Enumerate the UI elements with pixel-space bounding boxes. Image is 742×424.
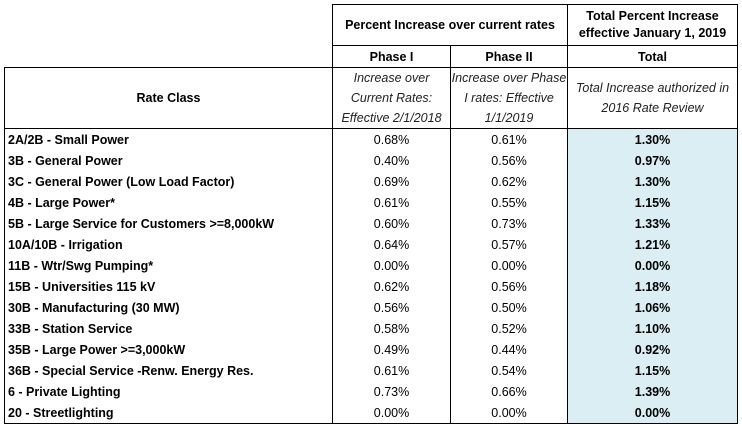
phase-1-cell: 0.61% [332, 360, 451, 381]
rate-class-header: Rate Class [4, 67, 333, 129]
total-cell: 0.92% [567, 339, 738, 360]
rate-class-cell: 5B - Large Service for Customers >=8,000… [4, 213, 333, 234]
percent-increase-header: Percent Increase over current rates [332, 4, 568, 46]
phase-2-cell: 0.66% [450, 381, 568, 402]
phase-2-cell: 0.56% [450, 150, 568, 171]
phase-1-cell: 0.49% [332, 339, 451, 360]
rate-class-cell: 11B - Wtr/Swg Pumping* [4, 255, 333, 276]
phase-2-cell: 0.55% [450, 192, 568, 213]
header-blank-cell [5, 5, 333, 46]
total-cell: 1.30% [567, 128, 738, 150]
phase-1-cell: 0.68% [332, 128, 451, 150]
total-cell: 1.21% [567, 234, 738, 255]
total-description: Total Increase authorized in 2016 Rate R… [567, 67, 738, 129]
phase-1-cell: 0.40% [332, 150, 451, 171]
rate-class-cell: 33B - Station Service [4, 318, 333, 339]
table-row: 33B - Station Service 0.58% 0.52% 1.10% [4, 318, 738, 339]
rate-table-body: Percent Increase over current rates Tota… [4, 4, 738, 424]
phase-1-cell: 0.64% [332, 234, 451, 255]
total-cell: 1.15% [567, 360, 738, 381]
total-cell: 1.30% [567, 171, 738, 192]
phase-2-cell: 0.44% [450, 339, 568, 360]
rate-class-cell: 6 - Private Lighting [4, 381, 333, 402]
rate-class-cell: 10A/10B - Irrigation [4, 234, 333, 255]
phase-2-cell: 0.57% [450, 234, 568, 255]
total-cell: 0.00% [567, 255, 738, 276]
header-row-1: Percent Increase over current rates Tota… [5, 4, 738, 46]
phase-2-cell: 0.54% [450, 360, 568, 381]
header-row-3: Rate Class Increase over Current Rates: … [4, 67, 738, 129]
total-cell: 1.39% [567, 381, 738, 402]
phase-1-cell: 0.56% [332, 297, 451, 318]
rate-class-cell: 2A/2B - Small Power [4, 128, 333, 150]
table-row: 35B - Large Power >=3,000kW 0.49% 0.44% 0.9… [4, 339, 738, 360]
rate-table: Percent Increase over current rates Tota… [4, 4, 738, 424]
phase-1-cell: 0.58% [332, 318, 451, 339]
table-row: 2A/2B - Small Power 0.68% 0.61% 1.30% [4, 128, 738, 150]
rate-class-cell: 3C - General Power (Low Load Factor) [4, 171, 333, 192]
header-blank-cell-2 [4, 45, 333, 68]
phase-1-cell: 0.69% [332, 171, 451, 192]
phase-2-cell: 0.52% [450, 318, 568, 339]
rate-class-cell: 35B - Large Power >=3,000kW [4, 339, 333, 360]
phase-2-description: Increase over Phase I rates: Effective 1… [450, 67, 568, 129]
table-row: 6 - Private Lighting 0.73% 0.66% 1.39% [4, 381, 738, 402]
total-cell: 1.06% [567, 297, 738, 318]
phase-1-cell: 0.60% [332, 213, 451, 234]
total-cell: 1.15% [567, 192, 738, 213]
phase-1-header: Phase I [332, 45, 451, 68]
table-row: 10A/10B - Irrigation 0.64% 0.57% 1.21% [4, 234, 738, 255]
rate-class-cell: 36B - Special Service -Renw. Energy Res. [4, 360, 333, 381]
table-row: 3C - General Power (Low Load Factor) 0.69… [4, 171, 738, 192]
total-cell: 1.18% [567, 276, 738, 297]
total-percent-increase-header: Total Percent Increase effective January… [567, 4, 738, 46]
total-cell: 1.33% [567, 213, 738, 234]
phase-1-cell: 0.73% [332, 381, 451, 402]
rate-class-cell: 4B - Large Power* [4, 192, 333, 213]
rate-class-cell: 15B - Universities 115 kV [4, 276, 333, 297]
total-header: Total [567, 45, 738, 68]
table-row: 4B - Large Power* 0.61% 0.55% 1.15% [4, 192, 738, 213]
phase-2-cell: 0.00% [450, 255, 568, 276]
phase-2-cell: 0.73% [450, 213, 568, 234]
table-row: 3B - General Power 0.40% 0.56% 0.97% [4, 150, 738, 171]
phase-1-cell: 0.61% [332, 192, 451, 213]
phase-2-header: Phase II [450, 45, 568, 68]
phase-2-cell: 0.56% [450, 276, 568, 297]
rate-class-cell: 30B - Manufacturing (30 MW) [4, 297, 333, 318]
header-row-2: Phase I Phase II Total [4, 45, 738, 68]
table-row: 5B - Large Service for Customers >=8,000… [4, 213, 738, 234]
table-row: 30B - Manufacturing (30 MW) 0.56% 0.50% 1.0… [4, 297, 738, 318]
table-row: 11B - Wtr/Swg Pumping* 0.00% 0.00% 0.00% [4, 255, 738, 276]
phase-2-cell: 0.50% [450, 297, 568, 318]
phase-1-cell: 0.62% [332, 276, 451, 297]
table-row: 15B - Universities 115 kV 0.62% 0.56% 1.18% [4, 276, 738, 297]
phase-2-cell: 0.61% [450, 128, 568, 150]
rate-class-cell: 3B - General Power [4, 150, 333, 171]
total-cell: 0.97% [567, 150, 738, 171]
phase-1-description: Increase over Current Rates: Effective 2… [332, 67, 451, 129]
table-row: 36B - Special Service -Renw. Energy Res.… [4, 360, 738, 381]
total-cell: 1.10% [567, 318, 738, 339]
phase-1-cell: 0.00% [332, 255, 451, 276]
phase-2-cell: 0.62% [450, 171, 568, 192]
